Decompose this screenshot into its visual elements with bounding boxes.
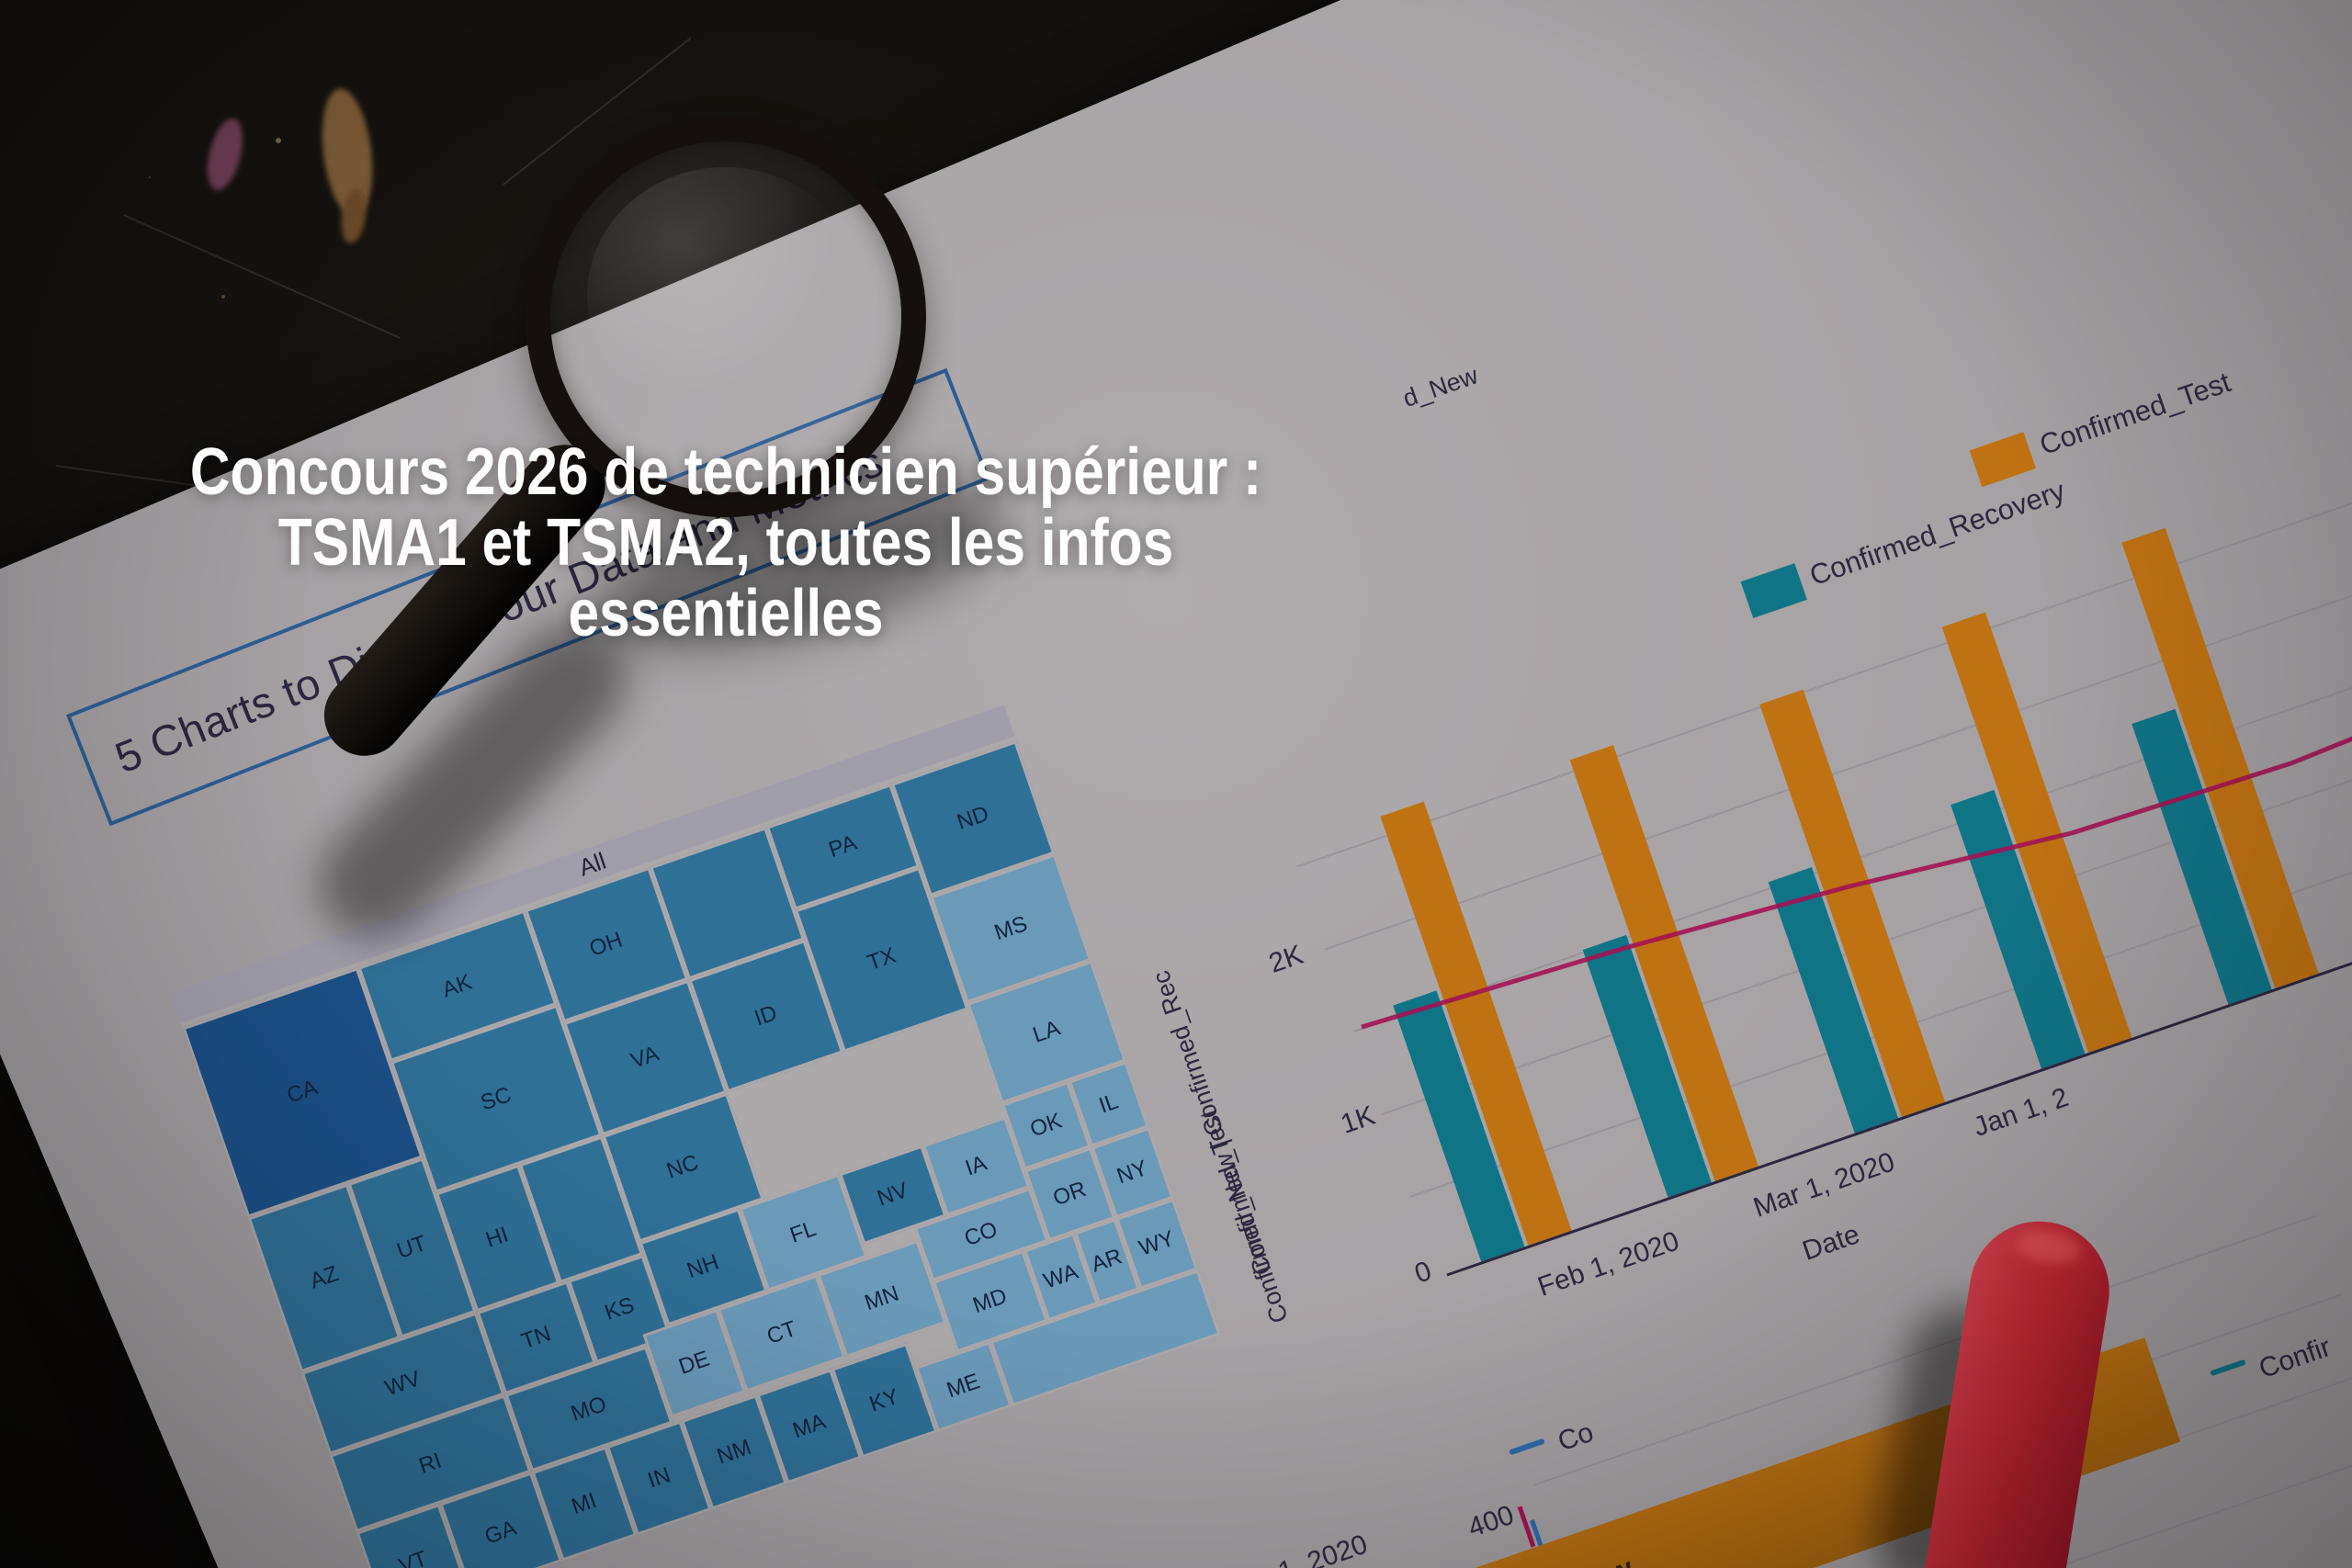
- headline-line1: Concours 2026 de technicien supérieur :: [189, 435, 1262, 510]
- bar-chart: Confirmed_New | Confirmed_Rec Confirmed_…: [634, 39, 2352, 1568]
- headline-line3: essentielles: [568, 577, 884, 651]
- headline-line2: TSMA1 et TSMA2, toutes les infos: [277, 506, 1174, 581]
- trend-line-layer: [1361, 675, 2352, 1030]
- desk-specks: [276, 138, 281, 143]
- lens-glare: [587, 167, 863, 424]
- trend-line: [1361, 675, 2352, 1030]
- article-headline: Concours 2026 de technicien supérieur : …: [163, 437, 1289, 649]
